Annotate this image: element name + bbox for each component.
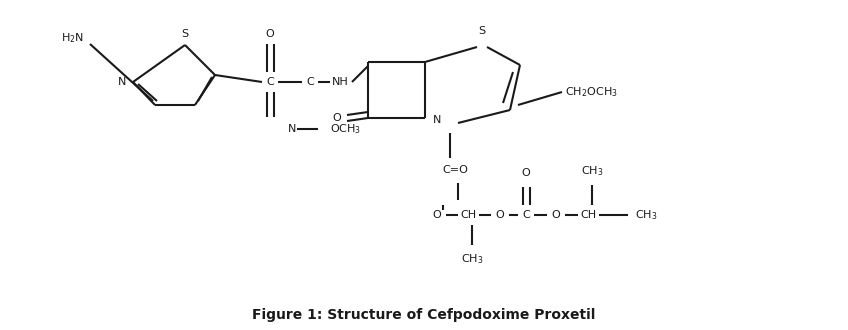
Text: S: S bbox=[181, 29, 188, 39]
Text: O: O bbox=[432, 210, 441, 220]
Text: O: O bbox=[332, 113, 342, 123]
Text: Figure 1: Structure of Cefpodoxime Proxetil: Figure 1: Structure of Cefpodoxime Proxe… bbox=[253, 308, 595, 322]
Text: N: N bbox=[432, 115, 441, 125]
Text: CH: CH bbox=[460, 210, 476, 220]
Text: C: C bbox=[306, 77, 314, 87]
Text: OCH$_3$: OCH$_3$ bbox=[330, 122, 361, 136]
Text: O: O bbox=[265, 29, 275, 39]
Text: NH: NH bbox=[332, 77, 349, 87]
Text: C: C bbox=[522, 210, 530, 220]
Text: O: O bbox=[522, 168, 530, 178]
Text: O: O bbox=[495, 210, 505, 220]
Text: CH$_3$: CH$_3$ bbox=[460, 252, 483, 266]
Text: S: S bbox=[478, 26, 486, 36]
Text: CH$_3$: CH$_3$ bbox=[635, 208, 657, 222]
Text: N: N bbox=[288, 124, 296, 134]
Text: O: O bbox=[552, 210, 561, 220]
Text: CH: CH bbox=[580, 210, 596, 220]
Text: CH$_3$: CH$_3$ bbox=[581, 164, 603, 178]
Text: H$_2$N: H$_2$N bbox=[60, 31, 83, 45]
Text: CH$_2$OCH$_3$: CH$_2$OCH$_3$ bbox=[565, 85, 617, 99]
Text: C: C bbox=[266, 77, 274, 87]
Text: N: N bbox=[118, 77, 126, 87]
Text: C=O: C=O bbox=[442, 165, 468, 175]
